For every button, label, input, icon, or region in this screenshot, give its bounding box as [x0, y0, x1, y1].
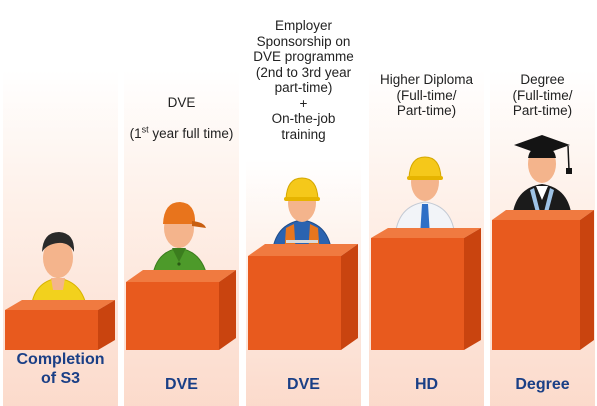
- stage-label-dve-2: DVE: [287, 376, 320, 393]
- stage-description-degree: Degree (Full-time/ Part-time): [512, 72, 573, 118]
- pedestal-hd: [371, 156, 481, 350]
- description-line-2-post: year full time): [148, 125, 234, 141]
- stage-label-dve-1: DVE: [165, 376, 198, 393]
- stage-dve-1: DVE (1st year full time) DVE: [124, 0, 239, 406]
- stage-dve-2: Employer Sponsorship on DVE programme (2…: [246, 0, 361, 406]
- stage-s3: Completion of S3: [3, 0, 118, 406]
- stage-description-dve-1: DVE (1st year full time): [114, 79, 249, 141]
- pedestal-s3: [5, 232, 115, 350]
- graduate-figure-icon: [512, 135, 572, 220]
- student-figure-icon: [30, 232, 88, 311]
- stage-label-hd: HD: [414, 376, 439, 393]
- stage-label-degree: Degree: [515, 376, 570, 393]
- description-line-1: DVE: [167, 94, 196, 110]
- pedestal-dve-1: [126, 202, 236, 350]
- description-line-2-sup: st: [141, 124, 149, 134]
- stage-description-hd: Higher Diploma (Full-time/ Part-time): [379, 72, 474, 118]
- pedestal-dve-2: [248, 177, 358, 350]
- stage-label-s3: Completion of S3: [16, 351, 105, 387]
- stage-hd: Higher Diploma (Full-time/ Part-time) HD: [369, 0, 484, 406]
- worker-helmet-figure-icon: [271, 177, 333, 257]
- pedestal-degree: [492, 135, 594, 350]
- description-line-2-pre: (1: [129, 125, 142, 141]
- engineer-helmet-figure-icon: [394, 156, 456, 240]
- stage-degree: Degree (Full-time/ Part-time) Degree: [490, 0, 595, 406]
- stage-description-dve-2: Employer Sponsorship on DVE programme (2…: [253, 18, 354, 142]
